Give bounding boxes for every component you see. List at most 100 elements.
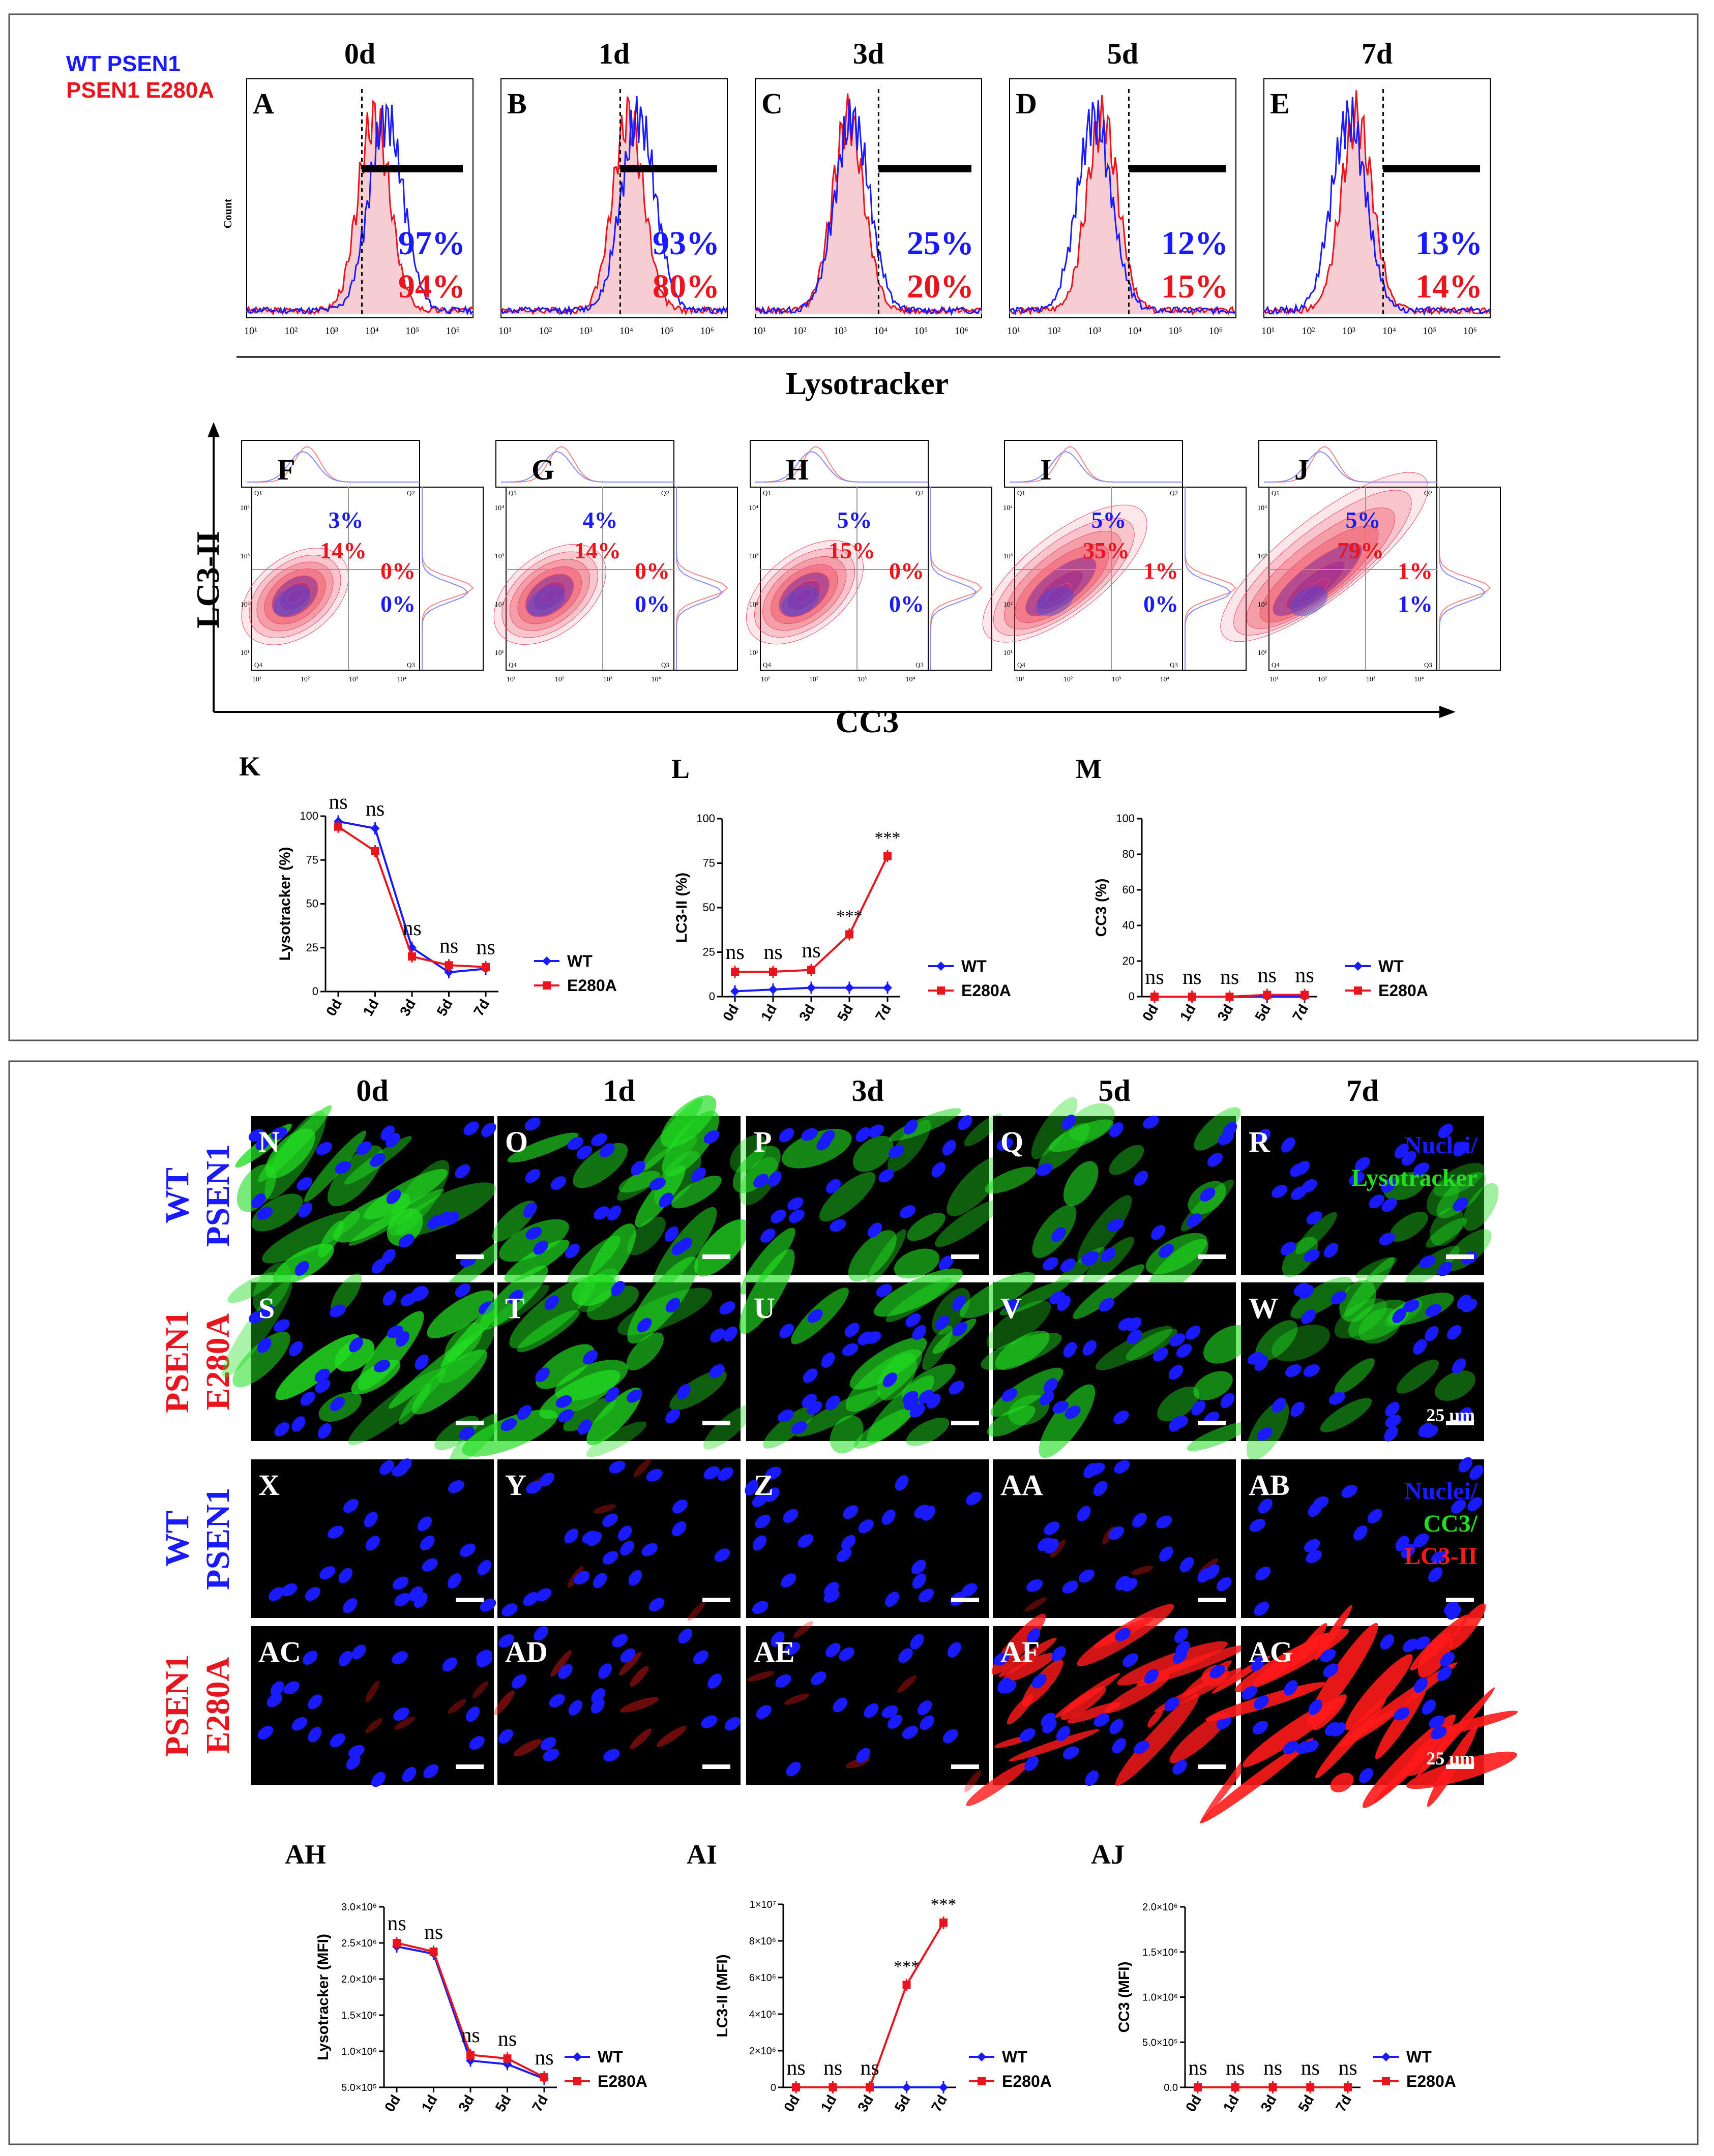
nucleus xyxy=(469,1736,485,1750)
nucleus xyxy=(1082,1340,1097,1356)
q1-pct-e280a: 79% xyxy=(1337,537,1384,563)
nucleus xyxy=(665,1409,680,1424)
contour-side-hist-wt xyxy=(1185,487,1232,670)
lysotracker-signal xyxy=(661,1095,717,1148)
contour-core-wt xyxy=(782,586,819,616)
nucleus xyxy=(534,1626,549,1641)
lysotracker-signal xyxy=(252,1262,291,1312)
nucleus xyxy=(1413,1339,1427,1355)
nucleus xyxy=(1331,1722,1346,1736)
lc3-signal xyxy=(630,1728,652,1750)
hist-tick-label: 10⁶ xyxy=(446,325,460,337)
lysotracker-signal xyxy=(1272,1325,1331,1362)
nucleus xyxy=(1044,1521,1060,1535)
nucleus xyxy=(1175,1641,1190,1656)
nucleus xyxy=(1323,1663,1339,1678)
q2-pct-e280a: 0% xyxy=(380,558,416,584)
hist-tick-label: 10¹ xyxy=(1261,325,1275,337)
nucleus xyxy=(289,1341,303,1357)
contour-top-hist-wt xyxy=(500,451,674,483)
x-tick-label: 3d xyxy=(397,997,419,1019)
significance-label: *** xyxy=(931,1895,957,1914)
hist-tick-label: 10⁴ xyxy=(1382,325,1396,337)
day-label: 3d xyxy=(851,1074,883,1107)
nucleus xyxy=(1216,1577,1232,1592)
lysotracker-signal xyxy=(1109,1145,1144,1175)
marker-e280a xyxy=(769,968,777,976)
nucleus xyxy=(413,1287,429,1301)
significance-label: ns xyxy=(476,936,495,960)
y-tick-label: 100 xyxy=(696,812,715,825)
nucleus xyxy=(914,1504,930,1518)
y-axis-label: CC3 (MFI) xyxy=(1116,1962,1133,2033)
nucleus xyxy=(543,1748,559,1761)
nucleus xyxy=(1401,1543,1416,1559)
legend-lysotracker: Lysotracker xyxy=(1351,1164,1477,1191)
marker-e280a xyxy=(902,1981,911,1989)
q3-pct-wt: 0% xyxy=(1143,591,1178,617)
lysotracker-signal xyxy=(885,1278,952,1323)
hist-tick-label: 10² xyxy=(793,325,806,337)
contour-y-tick: 10¹ xyxy=(749,649,758,657)
scale-bar xyxy=(951,1598,979,1602)
significance-label: ns xyxy=(366,797,385,821)
lysotracker-signal xyxy=(959,1272,1036,1319)
nucleus xyxy=(1422,1699,1436,1715)
nucleus xyxy=(1043,1378,1058,1393)
significance-label: ns xyxy=(1188,2056,1207,2080)
scale-bar xyxy=(456,1421,484,1425)
hist-tick-label: 10⁴ xyxy=(365,325,379,337)
nucleus xyxy=(574,1571,590,1584)
quadrant-label: Q3 xyxy=(661,661,669,669)
lc3-signal xyxy=(964,1771,982,1792)
y-tick-label: 5.0×10⁵ xyxy=(1142,2037,1178,2048)
contour-level xyxy=(541,588,558,604)
nucleus xyxy=(343,1598,358,1613)
lc3-signal xyxy=(1345,1654,1413,1730)
hist-tick-label: 10¹ xyxy=(244,325,257,337)
x-tick-label: 5d xyxy=(434,997,456,1019)
lysotracker-signal xyxy=(830,1415,864,1454)
nucleus xyxy=(1187,1213,1202,1227)
nucleus xyxy=(1169,1333,1186,1347)
hist-pct-wt: 12% xyxy=(1161,225,1228,262)
nucleus xyxy=(1121,1578,1138,1592)
legend-nuclei: Nuclei/ xyxy=(1404,1478,1478,1505)
nucleus xyxy=(392,1576,409,1590)
lysotracker-signal xyxy=(626,1332,664,1371)
nucleus xyxy=(1220,1393,1235,1409)
lc3-signal xyxy=(1115,1694,1199,1786)
nucleus xyxy=(1403,1299,1420,1312)
panel-letter: J xyxy=(1294,453,1309,486)
lc3-signal xyxy=(1243,1697,1344,1767)
contour-side-hist-frame xyxy=(928,487,992,671)
contour-y-tick: 10³ xyxy=(1258,553,1267,560)
lysotracker-signal xyxy=(491,1284,549,1327)
nucleus xyxy=(602,1551,618,1565)
lysotracker-signal xyxy=(1430,1207,1464,1246)
lysotracker-signal xyxy=(395,1182,496,1237)
contour-side-hist-frame xyxy=(1182,487,1247,671)
legend-label: WT xyxy=(1002,2048,1027,2066)
legend-label: WT xyxy=(567,952,593,970)
nucleus xyxy=(1453,1141,1468,1157)
lysotracker-signal xyxy=(1426,1217,1467,1248)
nucleus xyxy=(500,1418,517,1431)
lysotracker-signal xyxy=(703,1404,754,1450)
nucleus xyxy=(364,1512,378,1528)
q1-pct-e280a: 14% xyxy=(320,537,367,563)
lc3-signal xyxy=(1131,1566,1154,1575)
x-tick-label: 3d xyxy=(854,2092,876,2115)
nucleus xyxy=(423,1764,439,1778)
lysotracker-signal xyxy=(995,1330,1050,1370)
micrograph-panel: R xyxy=(1241,1116,1499,1285)
lysotracker-signal xyxy=(906,1418,950,1446)
quadrant-label: Q4 xyxy=(1017,661,1025,669)
nucleus xyxy=(274,1422,289,1436)
lysotracker-signal xyxy=(232,1331,290,1388)
chart-ah: AH 5.0×10⁵ 1.0×10⁶ 1.5×10⁶ 2.0×10⁶ 2.5×10⁶ 3.0… xyxy=(285,1839,647,2114)
nucleus xyxy=(856,1748,871,1763)
micrograph-panel: AC xyxy=(251,1626,494,1787)
